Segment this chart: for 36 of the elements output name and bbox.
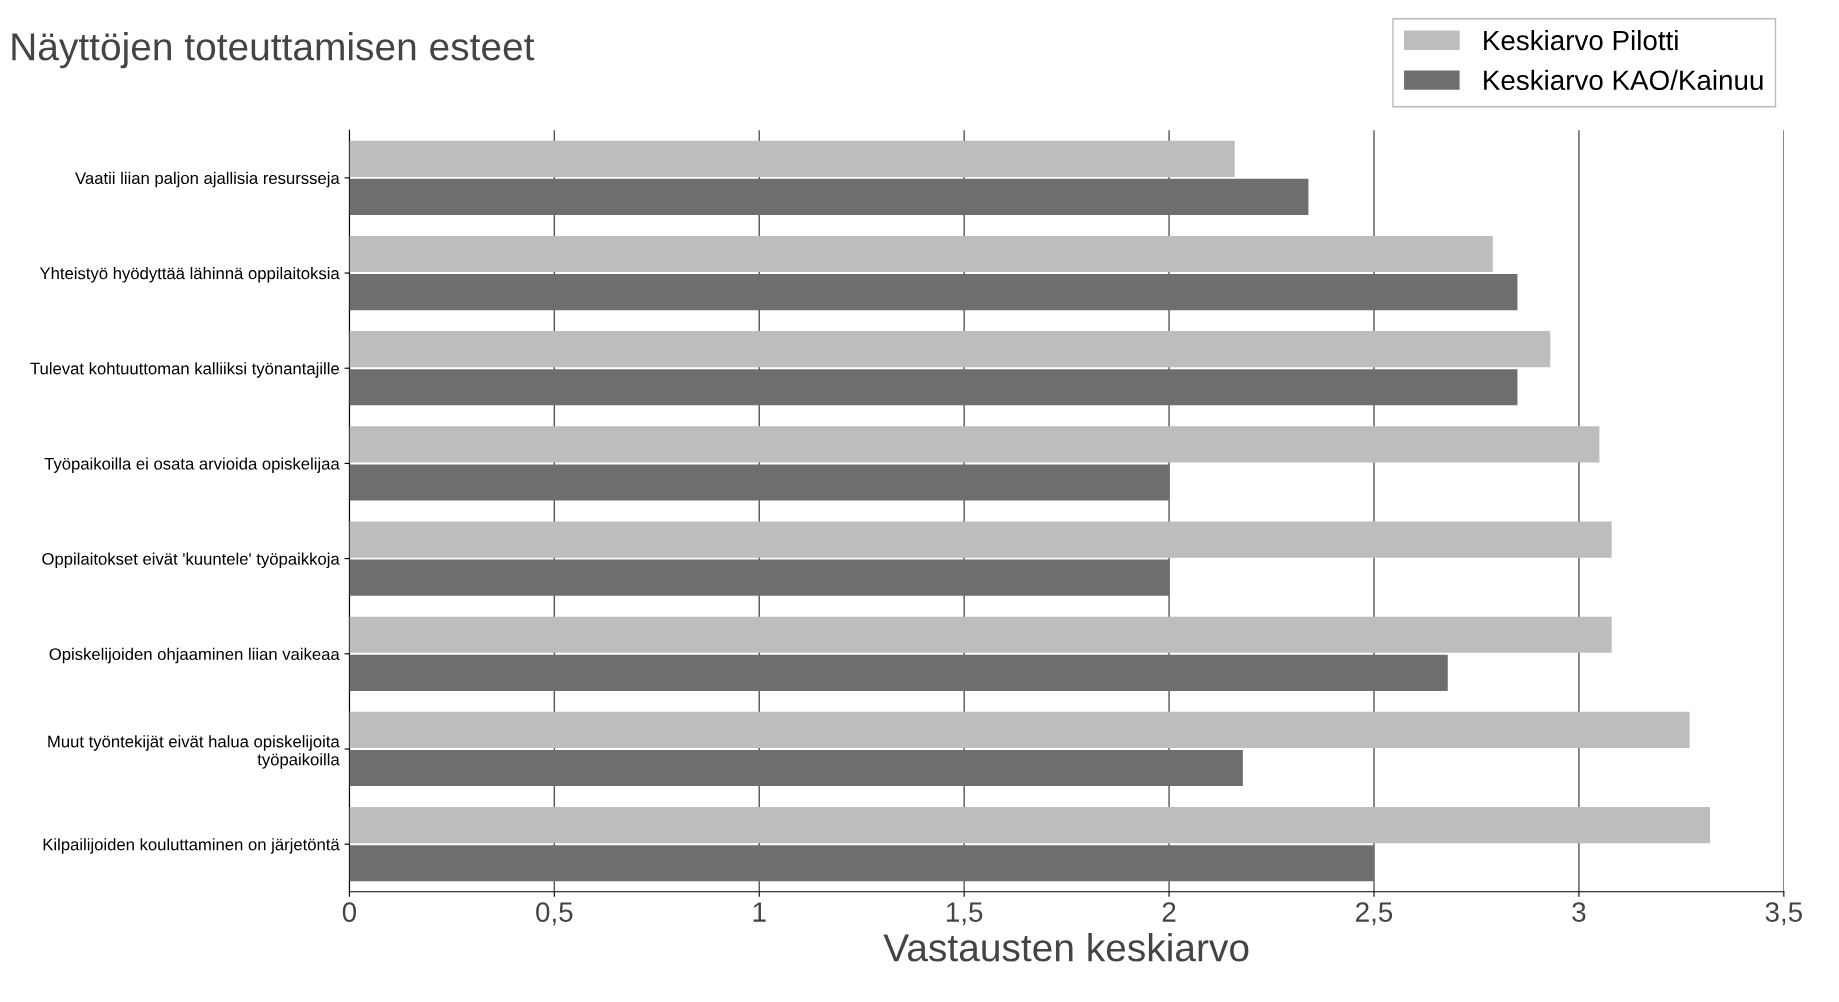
bar [349, 616, 1612, 653]
y-tick-label: Muut työntekijät eivät halua opiskelijoita työpaikoilla [48, 735, 340, 769]
x-tick-label: 2,5 [1356, 902, 1393, 926]
x-tick-label: 1,5 [946, 902, 983, 926]
y-tick-label: Kilpailijoiden kouluttaminen on järjetöntä [43, 838, 340, 854]
x-tick-label: 2 [1162, 902, 1176, 922]
bar [349, 521, 1612, 558]
bar [349, 426, 1600, 463]
y-tick-label: Tulevat kohtuuttoman kalliiksi työnantajille [30, 362, 339, 378]
chart-title: Näyttöjen toteuttamisen esteet [12, 31, 535, 69]
x-axis-title: Vastausten keskiarvo [883, 932, 1249, 962]
x-tick-label: 0,5 [536, 902, 573, 926]
bar [349, 464, 1170, 501]
legend-label: Keskiarvo Pilotti [1484, 29, 1678, 51]
y-tick-label: Vaatii liian paljon ajallisia resursseja [75, 171, 340, 188]
bar [349, 845, 1374, 882]
y-tick-label: Yhteistyö hyödyttää lähinnä oppilaitoksia [39, 267, 340, 283]
legend-label: Keskiarvo KAO/Kainuu [1484, 69, 1763, 91]
bar [349, 749, 1243, 787]
bar [349, 331, 1551, 368]
x-tick-label: 1 [753, 902, 766, 922]
x-tick-label: 0 [342, 902, 357, 922]
bar [349, 235, 1493, 273]
bar [349, 178, 1309, 215]
bar [349, 711, 1690, 749]
x-tick-label: 3 [1572, 902, 1586, 922]
bar [349, 559, 1170, 596]
bar [349, 654, 1448, 691]
bar [349, 140, 1235, 177]
y-tick-label: Työpaikoilla ei osata arvioida opiskelijaa [44, 457, 340, 473]
y-tick-label: Opiskelijoiden ohjaaminen liian vaikeaa [49, 647, 340, 664]
bar [349, 807, 1711, 844]
bar [349, 274, 1518, 311]
y-tick-label: Oppilaitokset eivät 'kuuntele' työpaikkoja [42, 552, 340, 569]
bar [349, 369, 1518, 406]
x-tick-label: 3,5 [1765, 902, 1802, 926]
